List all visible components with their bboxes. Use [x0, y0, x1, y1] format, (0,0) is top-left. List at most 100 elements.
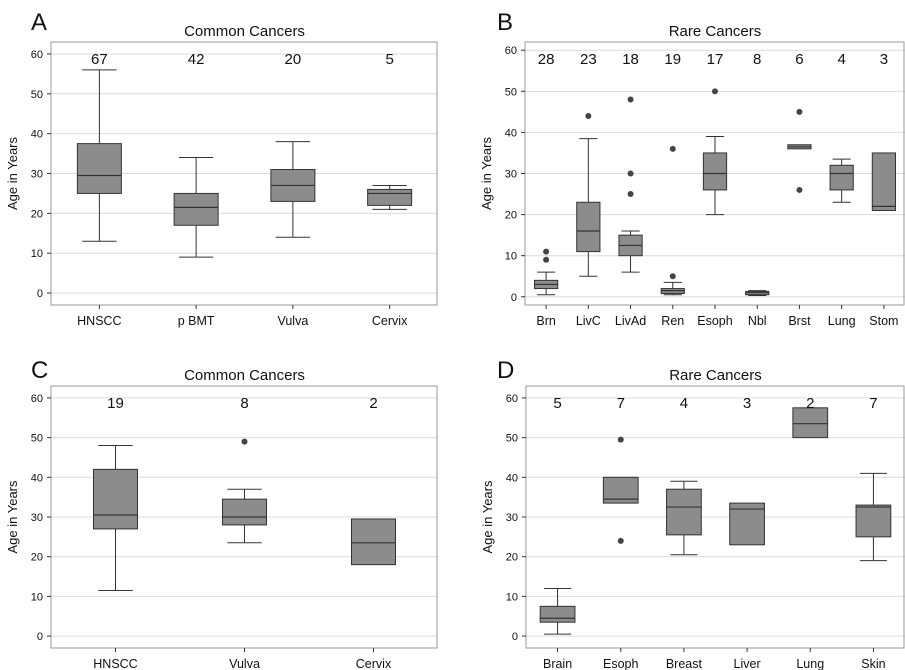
count-label: 28 — [538, 51, 555, 68]
y-tick-label: 40 — [505, 127, 517, 139]
outlier-point — [543, 256, 550, 263]
y-tick-label: 20 — [506, 552, 518, 564]
outlier-point — [617, 436, 624, 443]
y-tick-label: 0 — [512, 631, 518, 643]
box-brn — [534, 248, 559, 296]
outlier-point — [627, 170, 634, 177]
box-iqr — [76, 143, 122, 194]
count-label: 7 — [617, 395, 625, 412]
box-iqr — [222, 498, 267, 526]
panel-letter: B — [497, 9, 513, 36]
y-tick-label: 30 — [31, 512, 43, 524]
x-tick-label: Skin — [861, 657, 885, 670]
count-label: 4 — [837, 51, 845, 68]
panel-title: Common Cancers — [184, 367, 305, 384]
x-tick-label: Brn — [536, 314, 556, 328]
y-tick-label: 40 — [506, 472, 518, 484]
x-tick-label: Lung — [796, 657, 824, 670]
count-label: 19 — [664, 51, 681, 68]
box-iqr — [351, 518, 396, 566]
x-tick-label: Esoph — [697, 314, 732, 328]
box-nbl — [745, 290, 770, 297]
box-brain — [539, 587, 576, 635]
y-tick-label: 20 — [505, 210, 517, 222]
outlier-point — [617, 537, 624, 544]
box-skin — [855, 472, 892, 562]
panel-c: 0 10 20 30 40 50 60 C Common Cancers Age in Years… — [5, 357, 438, 670]
count-label: 6 — [795, 51, 803, 68]
x-tick-label: HNSCC — [77, 314, 121, 328]
box-livad — [618, 96, 643, 273]
box-esoph — [602, 436, 639, 544]
x-tick-label: p BMT — [178, 314, 215, 328]
y-tick-label: 40 — [31, 472, 43, 484]
x-tick-label: Liver — [734, 657, 761, 670]
count-label: 8 — [753, 51, 761, 68]
outlier-point — [585, 112, 592, 119]
box-breast — [666, 480, 702, 556]
y-tick-label: 50 — [31, 433, 43, 445]
x-tick-label: Breast — [666, 657, 703, 670]
count-label: 3 — [743, 395, 751, 412]
x-tick-label: Vulva — [229, 657, 260, 670]
count-label: 19 — [107, 395, 124, 412]
count-label: 67 — [91, 51, 108, 68]
y-axis-label: Age in Years — [479, 137, 494, 211]
x-tick-label: HNSCC — [93, 657, 137, 670]
panel-b: 0 10 20 30 40 50 60 B Rare Cancers Age in Years 28… — [479, 9, 905, 328]
box-lung — [829, 158, 854, 203]
box-vulva — [270, 141, 316, 238]
count-label: 4 — [680, 395, 688, 412]
outlier-point — [796, 186, 803, 193]
box-lung — [792, 407, 829, 439]
x-tick-label: Stom — [869, 314, 898, 328]
box-iqr — [855, 504, 892, 538]
box-livc — [576, 112, 601, 277]
box-iqr — [93, 468, 138, 530]
outlier-point — [543, 248, 550, 255]
y-tick-label: 50 — [505, 86, 517, 98]
y-axis-label: Age in Years — [5, 480, 20, 554]
y-axis-label: Age in Years — [480, 480, 495, 554]
x-tick-label: Vulva — [277, 314, 308, 328]
count-label: 23 — [580, 51, 597, 68]
box-iqr — [539, 605, 576, 623]
box-iqr — [666, 488, 702, 536]
box-iqr — [792, 407, 829, 439]
count-label: 5 — [553, 395, 561, 412]
x-tick-label: Ren — [661, 314, 684, 328]
box-hnscc — [93, 445, 138, 591]
y-tick-label: 60 — [31, 49, 43, 61]
box-iqr — [871, 152, 896, 211]
y-tick-label: 10 — [506, 591, 518, 603]
panel-a: 0 10 20 30 40 50 60 A Common Cancers Age in Years… — [5, 9, 438, 328]
x-tick-label: Brst — [788, 314, 811, 328]
y-tick-label: 10 — [31, 248, 43, 260]
outlier-point — [241, 438, 248, 445]
outlier-point — [627, 191, 634, 198]
count-label: 8 — [240, 395, 248, 412]
box-brst — [787, 108, 812, 193]
box-hnscc — [76, 69, 122, 242]
y-tick-label: 0 — [511, 292, 517, 304]
outlier-point — [712, 88, 718, 95]
count-label: 20 — [285, 51, 302, 68]
box-p-bmt — [173, 157, 219, 258]
y-tick-label: 30 — [31, 169, 43, 181]
box-liver — [729, 502, 765, 546]
count-label: 17 — [707, 51, 724, 68]
box-iqr — [173, 192, 219, 226]
y-tick-label: 60 — [506, 393, 518, 405]
box-iqr — [829, 164, 854, 191]
box-iqr — [576, 201, 601, 253]
box-iqr — [702, 152, 728, 191]
box-cervix — [367, 184, 413, 210]
y-tick-label: 10 — [505, 251, 517, 263]
panel-d: 0 10 20 30 40 50 60 D Rare Cancers Age in Years 5 B… — [480, 357, 905, 670]
outlier-point — [796, 108, 803, 115]
box-iqr — [367, 188, 413, 206]
y-tick-label: 40 — [31, 129, 43, 141]
y-tick-label: 60 — [31, 393, 43, 405]
outlier-point — [627, 96, 634, 103]
